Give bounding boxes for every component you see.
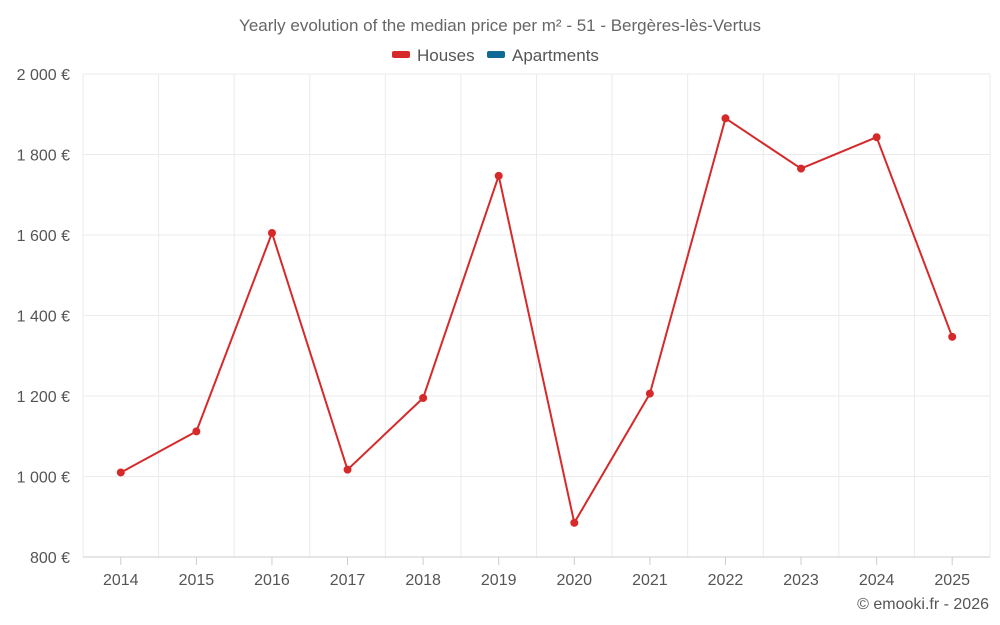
x-tick-label: 2018 [405,572,441,589]
x-tick-label: 2015 [179,572,215,589]
data-point-houses-2018[interactable] [419,394,428,403]
legend-swatch-houses [392,51,410,58]
data-point-houses-2020[interactable] [570,518,579,527]
y-tick-label: 2 000 € [17,67,70,84]
data-point-houses-2014[interactable] [116,468,125,477]
x-tick-label: 2019 [481,572,517,589]
chart-title: Yearly evolution of the median price per… [239,16,761,35]
y-tick-label: 1 600 € [17,228,70,245]
data-point-houses-2015[interactable] [192,427,201,436]
y-tick-label: 800 € [30,550,70,567]
data-point-houses-2017[interactable] [343,465,352,474]
legend-item-houses[interactable]: Houses [392,46,475,65]
x-tick-label: 2025 [934,572,970,589]
data-point-houses-2019[interactable] [494,171,503,180]
legend-label-houses: Houses [417,46,475,65]
x-axis-ticks: 2014 2015 2016 2017 2018 2019 2020 2021 2022 2023… [103,557,970,589]
data-point-houses-2024[interactable] [872,133,881,142]
data-point-houses-2016[interactable] [267,228,276,237]
grid [82,73,991,557]
y-tick-label: 1 800 € [17,148,70,165]
x-tick-label: 2022 [708,572,744,589]
legend-swatch-apartments [487,51,505,58]
y-tick-label: 1 000 € [17,470,70,487]
data-point-houses-2022[interactable] [721,114,730,123]
legend-item-apartments[interactable]: Apartments [487,46,599,65]
x-tick-label: 2020 [556,572,592,589]
x-tick-label: 2023 [783,572,819,589]
series-houses [116,114,957,527]
x-tick-label: 2021 [632,572,668,589]
legend: Houses Apartments [392,46,599,65]
x-tick-label: 2017 [330,572,366,589]
x-tick-label: 2024 [859,572,895,589]
legend-label-apartments: Apartments [512,46,599,65]
credit: © emooki.fr - 2026 [857,596,989,613]
series-line-houses [120,117,954,524]
data-point-houses-2025[interactable] [948,332,957,341]
y-tick-label: 1 400 € [17,309,70,326]
y-tick-label: 1 200 € [17,389,70,406]
data-point-houses-2023[interactable] [797,164,806,173]
data-point-houses-2021[interactable] [645,389,654,398]
x-tick-label: 2014 [103,572,139,589]
y-axis-ticks: 800 € 1 000 € 1 200 € 1 400 € 1 600 € 1 800 €… [17,67,70,567]
x-tick-label: 2016 [254,572,290,589]
